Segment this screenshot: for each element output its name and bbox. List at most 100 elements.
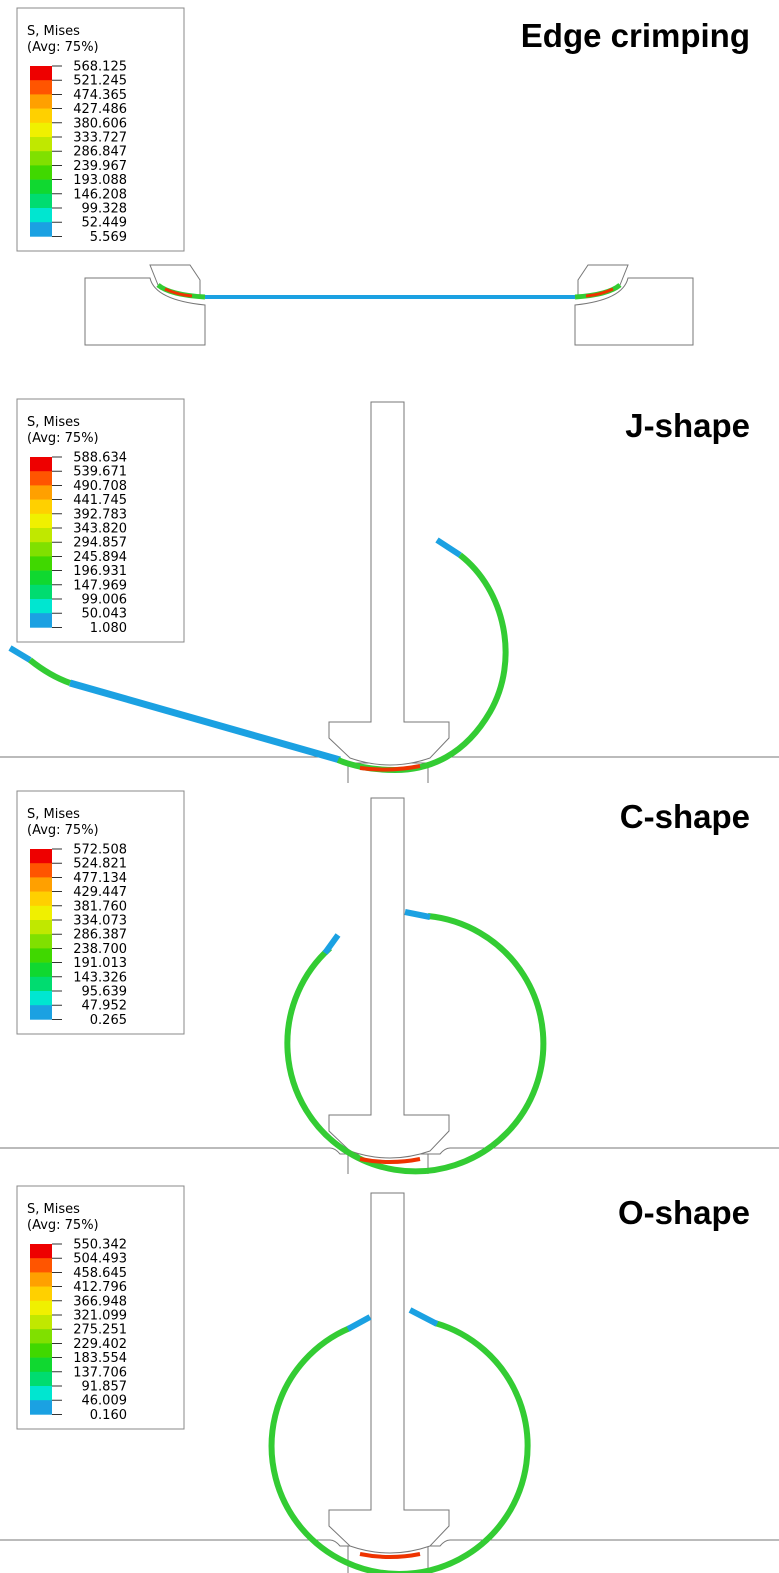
crimping-geometry [85, 265, 693, 345]
legend-value: 99.006 [82, 593, 128, 608]
legend-value: 521.245 [73, 74, 127, 89]
legend-value: 95.639 [82, 985, 128, 1000]
legend-swatch [30, 877, 52, 892]
legend-value: 429.447 [73, 885, 127, 900]
legend-swatch [30, 528, 52, 543]
legend-value: 321.099 [73, 1309, 127, 1324]
legend-swatch [30, 585, 52, 600]
legend-swatch [30, 1400, 52, 1415]
legend-value: 1.080 [90, 621, 127, 636]
legend-swatch [30, 1329, 52, 1344]
legend-value: 50.043 [82, 607, 128, 622]
legend-swatch [30, 556, 52, 571]
legend-value: 550.342 [73, 1238, 127, 1253]
legend-value: 275.251 [73, 1323, 127, 1338]
legend-swatch [30, 514, 52, 529]
legend-subtitle: (Avg: 75%) [27, 40, 99, 55]
legend-swatch [30, 1287, 52, 1302]
legend-swatch [30, 1343, 52, 1358]
legend-swatch [30, 1372, 52, 1387]
legend-swatch [30, 1315, 52, 1330]
legend-swatch [30, 471, 52, 486]
legend-value: 183.554 [73, 1351, 127, 1366]
legend-value: 334.073 [73, 914, 127, 929]
legend-swatch [30, 137, 52, 152]
legend-swatch [30, 1358, 52, 1373]
legend-value: 191.013 [73, 956, 127, 971]
legend-swatch [30, 94, 52, 109]
legend-swatch [30, 977, 52, 992]
legend-swatch [30, 892, 52, 907]
legend-swatch [30, 1005, 52, 1020]
legend-value: 46.009 [82, 1394, 128, 1409]
legend-value: 474.365 [73, 88, 127, 103]
legend-swatch [30, 963, 52, 978]
legend-value: 47.952 [82, 999, 128, 1014]
legend-value: 504.493 [73, 1252, 127, 1267]
legend-value: 286.387 [73, 928, 127, 943]
legend-swatch [30, 457, 52, 472]
legend-title: S, Mises [27, 415, 80, 430]
legend-title: S, Mises [27, 1202, 80, 1217]
legend-swatch [30, 66, 52, 81]
legend-swatch [30, 123, 52, 138]
legend-swatch [30, 485, 52, 500]
legend-value: 458.645 [73, 1266, 127, 1281]
legend-value: 588.634 [73, 451, 127, 466]
legend-swatch [30, 151, 52, 166]
legend-swatch [30, 613, 52, 628]
legend-value: 0.160 [90, 1408, 127, 1423]
legend-value: 392.783 [73, 507, 127, 522]
legend-swatch [30, 934, 52, 949]
legend-swatch [30, 80, 52, 95]
legend-value: 568.125 [73, 60, 127, 75]
legend-value: 524.821 [73, 857, 127, 872]
legend-swatch [30, 180, 52, 195]
legend-value: 427.486 [73, 102, 127, 117]
legend-value: 380.606 [73, 116, 127, 131]
panel-title: C-shape [620, 798, 750, 835]
legend-subtitle: (Avg: 75%) [27, 431, 99, 446]
legend-value: 490.708 [73, 479, 127, 494]
legend-swatch [30, 194, 52, 209]
legend-swatch [30, 849, 52, 864]
legend-swatch [30, 542, 52, 557]
legend-value: 143.326 [73, 970, 127, 985]
legend-value: 196.931 [73, 564, 127, 579]
legend-swatch [30, 222, 52, 237]
legend-swatch [30, 863, 52, 878]
legend-value: 147.969 [73, 578, 127, 593]
panel-title: J-shape [625, 407, 750, 444]
legend-swatch [30, 208, 52, 223]
legend-value: 5.569 [90, 230, 127, 245]
legend-swatch [30, 1386, 52, 1401]
legend-swatch [30, 109, 52, 124]
legend-swatch [30, 165, 52, 180]
legend-swatch [30, 948, 52, 963]
legend-value: 91.857 [82, 1380, 128, 1395]
legend-swatch [30, 991, 52, 1006]
legend-value: 229.402 [73, 1337, 127, 1352]
legend-swatch [30, 906, 52, 921]
legend-swatch [30, 500, 52, 514]
legend-value: 245.894 [73, 550, 127, 565]
legend-value: 572.508 [73, 843, 127, 858]
legend-title: S, Mises [27, 807, 80, 822]
legend-value: 294.857 [73, 536, 127, 551]
legend-swatch [30, 1244, 52, 1259]
legend-value: 539.671 [73, 465, 127, 480]
legend-subtitle: (Avg: 75%) [27, 1218, 99, 1233]
legend-value: 99.328 [82, 202, 128, 217]
legend-value: 286.847 [73, 145, 127, 160]
legend-value: 412.796 [73, 1280, 127, 1295]
legend-value: 477.134 [73, 871, 127, 886]
legend-value: 193.088 [73, 173, 127, 188]
legend-value: 366.948 [73, 1294, 127, 1309]
legend-value: 137.706 [73, 1365, 127, 1380]
legend-value: 343.820 [73, 522, 127, 537]
legend-swatch [30, 571, 52, 586]
legend-value: 381.760 [73, 899, 127, 914]
legend-subtitle: (Avg: 75%) [27, 823, 99, 838]
panel-title: O-shape [618, 1194, 750, 1231]
legend-value: 333.727 [73, 131, 127, 146]
